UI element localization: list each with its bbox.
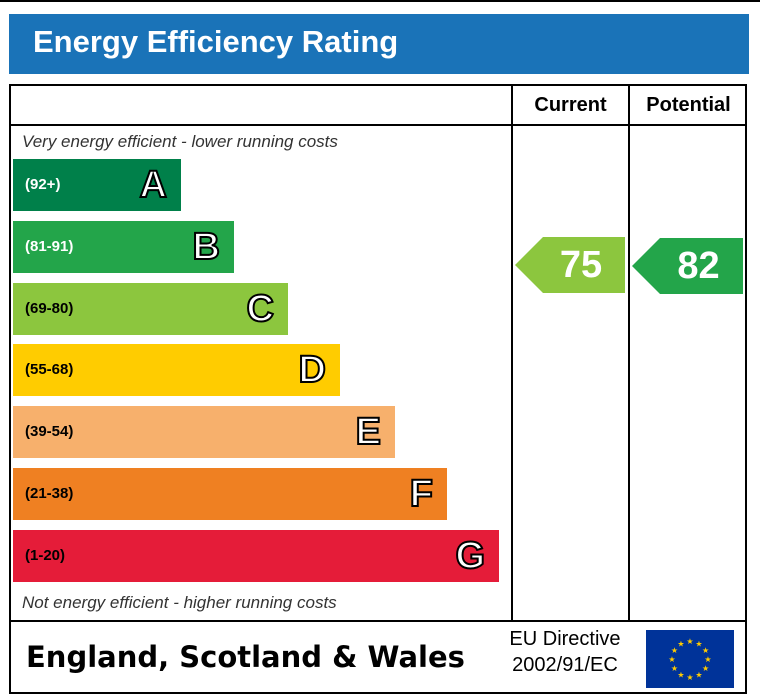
flag-star: ★ <box>695 639 702 648</box>
note-bottom: Not energy efficient - higher running co… <box>22 593 337 612</box>
band-f: (21-38) F <box>13 468 447 520</box>
divider-current <box>511 84 513 620</box>
band-letter-e: E <box>355 410 382 454</box>
band-letter-g: G <box>454 534 486 578</box>
flag-star: ★ <box>702 664 709 673</box>
band-range-c: (69-80) <box>25 300 74 317</box>
flag-star: ★ <box>704 655 711 664</box>
band-letter-f: F <box>409 472 434 516</box>
flag-star: ★ <box>702 646 709 655</box>
potential-rating-arrow: 82 <box>632 238 743 294</box>
band-a: (92+) A <box>13 159 181 211</box>
column-header-potential: Potential <box>646 94 731 116</box>
flag-star: ★ <box>695 671 702 680</box>
band-e: (39-54) E <box>13 406 395 458</box>
header-bar: Energy Efficiency Rating <box>9 14 749 74</box>
flag-star: ★ <box>677 639 684 648</box>
footer-region: England, Scotland & Wales <box>26 640 465 674</box>
column-header-current: Current <box>534 94 607 116</box>
flag-star: ★ <box>686 673 693 682</box>
potential-rating-arrow-value: 82 <box>677 244 720 287</box>
flag-star: ★ <box>668 655 675 664</box>
footer-divider <box>9 620 747 622</box>
band-b: (81-91) B <box>13 221 234 273</box>
band-d: (55-68) D <box>13 344 340 396</box>
directive-line-1: EU Directive <box>509 628 621 650</box>
divider-potential <box>628 84 630 620</box>
band-c: (69-80) C <box>13 283 288 335</box>
flag-star: ★ <box>671 664 678 673</box>
band-g: (1-20) G <box>13 530 499 582</box>
band-letter-a: A <box>139 163 168 207</box>
flag-star: ★ <box>686 637 693 646</box>
header-row-divider <box>9 124 747 126</box>
band-range-f: (21-38) <box>25 485 74 502</box>
note-top: Very energy efficient - lower running co… <box>22 132 338 151</box>
band-range-d: (55-68) <box>25 361 74 378</box>
band-letter-c: C <box>246 287 275 331</box>
band-letter-b: B <box>192 225 221 269</box>
current-rating-arrow: 75 <box>515 237 625 293</box>
band-range-a: (92+) <box>25 176 61 193</box>
eu-flag-icon: ★ ★ ★ ★ ★ ★ ★ ★ ★ ★ ★ ★ <box>646 630 734 688</box>
band-range-b: (81-91) <box>25 238 74 255</box>
chart-title: Energy Efficiency Rating <box>33 24 399 59</box>
band-range-g: (1-20) <box>25 547 66 564</box>
current-rating-arrow-shape <box>515 237 625 293</box>
flag-star: ★ <box>671 646 678 655</box>
eu-directive: EU Directive 2002/91/EC <box>490 626 640 678</box>
directive-line-2: 2002/91/EC <box>512 654 618 676</box>
band-letter-d: D <box>298 348 327 392</box>
potential-rating-arrow-shape <box>632 238 743 294</box>
band-range-e: (39-54) <box>25 423 74 440</box>
top-rule <box>0 0 760 2</box>
current-rating-arrow-value: 75 <box>559 243 603 286</box>
flag-star: ★ <box>677 671 684 680</box>
